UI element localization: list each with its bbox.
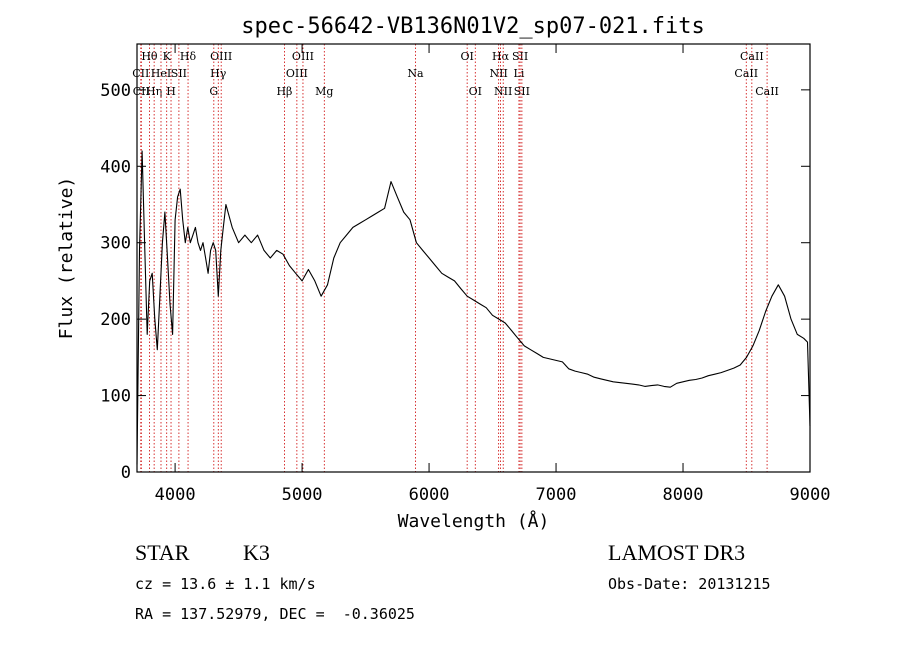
line-label-1: CII [132, 67, 149, 80]
y-tick-label-5: 500 [100, 81, 131, 101]
line-label-13: OIII [292, 50, 314, 63]
line-label-16: Na [407, 67, 424, 80]
line-label-17: OI [460, 50, 473, 63]
object-class: STAR [135, 540, 190, 565]
line-label-22: SII [512, 50, 528, 63]
spectrum-series [136, 150, 811, 465]
line-label-20: NII [489, 67, 507, 80]
y-tick-label-1: 100 [100, 387, 131, 407]
line-label-6: H [166, 85, 176, 98]
line-label-3: Hη [146, 85, 162, 98]
chart-title: spec-56642-VB136N01V2_sp07-021.fits [241, 14, 705, 39]
x-tick-label-4: 8000 [663, 485, 704, 505]
object-subclass: K3 [243, 540, 270, 565]
x-tick-label-2: 6000 [409, 485, 450, 505]
y-axis-label: Flux (relative) [56, 177, 77, 340]
x-tick-label-5: 9000 [790, 485, 831, 505]
line-label-0: Hθ [141, 50, 158, 63]
line-label-21: NII [494, 85, 512, 98]
line-label-14: OIII [286, 67, 308, 80]
redshift-cz: cz = 13.6 ± 1.1 km/s [135, 575, 316, 593]
line-label-15: Mg [315, 85, 333, 98]
line-label-4: K [163, 50, 172, 63]
spectrum-line-layer [136, 150, 811, 465]
line-label-27: CaII [755, 85, 779, 98]
axes: 4000 5000 6000 7000 8000 9000 0 100 200 300 400 500 [100, 44, 830, 505]
y-tick-label-3: 300 [100, 234, 131, 254]
y-tick-label-2: 200 [100, 310, 131, 330]
x-tick-label-3: 7000 [536, 485, 577, 505]
observation-date: Obs-Date: 20131215 [608, 575, 771, 593]
y-tick-label-4: 400 [100, 157, 131, 177]
survey-name: LAMOST DR3 [608, 540, 746, 565]
plot-frame [136, 43, 811, 473]
line-label-24: SII [514, 85, 530, 98]
line-label-7: SII [171, 67, 187, 80]
line-label-5: HeI [151, 67, 171, 80]
line-label-11: G [209, 85, 218, 98]
x-tick-label-1: 5000 [282, 485, 323, 505]
line-label-23: Li [514, 67, 525, 80]
line-label-18: OI [469, 85, 482, 98]
line-label-9: OIII [210, 50, 232, 63]
line-label-12: Hβ [276, 85, 292, 98]
y-tick-label-0: 0 [121, 463, 131, 483]
x-tick-label-0: 4000 [155, 485, 196, 505]
x-axis-label: Wavelength (Å) [398, 510, 550, 532]
line-label-26: CaII [734, 67, 758, 80]
line-label-8: Hδ [180, 50, 197, 63]
line-label-10: Hγ [210, 67, 227, 80]
line-label-19: Hα [492, 50, 510, 63]
coordinates: RA = 137.52979, DEC = -0.36025 [135, 605, 415, 623]
line-label-25: CaII [740, 50, 764, 63]
